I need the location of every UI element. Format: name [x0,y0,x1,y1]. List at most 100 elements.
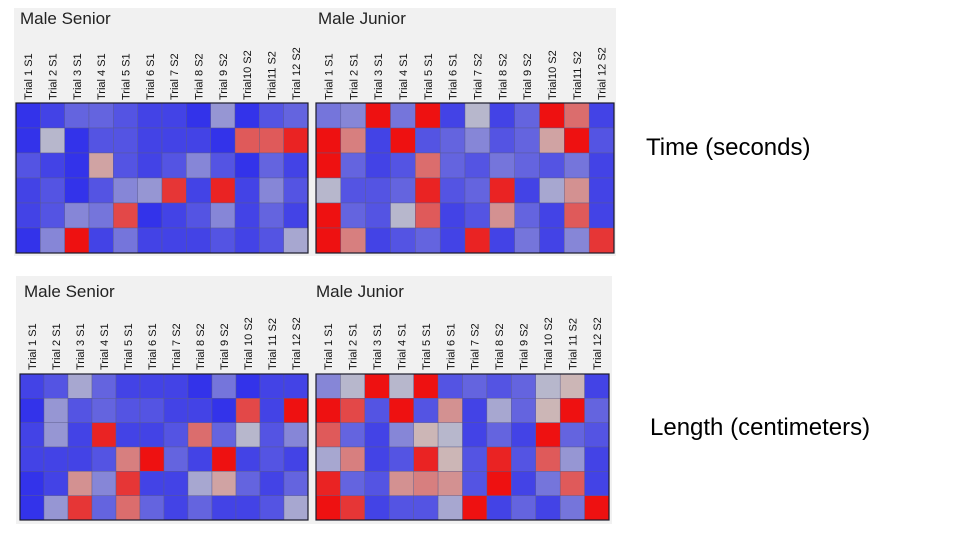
heatmap-cell [539,127,565,154]
heatmap-cell [283,227,309,254]
panel-title-junior: Male Junior [316,282,404,301]
heatmap-cell [514,177,540,204]
heatmap-cell [437,422,463,448]
heatmap-cell [64,227,90,254]
heatmap-cell [210,227,236,254]
heatmap-cell [464,177,491,204]
panel-title-junior: Male Junior [318,9,406,28]
heatmap-cell [514,127,540,154]
heatmap-cell [437,471,463,496]
column-label: Trial11 S2 [267,51,279,100]
heatmap-cell [439,102,466,129]
column-label: Trial 1 S1 [323,323,335,370]
column-label: Trial 1 S1 [23,53,35,100]
heatmap-cell [413,495,439,521]
heatmap-cell [588,202,615,229]
heatmap-cell [340,177,366,204]
heatmap-cell [315,152,342,179]
heatmap-cell [115,471,141,496]
heatmap-cell [365,177,391,204]
heatmap-cell [340,127,366,154]
heatmap-cell [186,177,211,204]
heatmap-cell [163,373,189,399]
heatmap-cell [437,373,463,399]
heatmap-cell [413,446,439,472]
column-label: Trial 8 S2 [497,53,509,100]
heatmap-cell [559,373,585,399]
heatmap-cell [211,471,237,496]
heatmap-cell [259,422,285,448]
heatmap-cell [437,495,463,521]
heatmap-cell [137,227,163,254]
column-label: Trial 1 S1 [27,323,39,370]
heatmap-cell [283,495,309,521]
heatmap-cell [364,471,390,496]
heatmap-cell [486,446,512,472]
heatmap-cell [91,495,117,521]
heatmap-cell [234,127,260,154]
heatmap-cell [211,446,237,472]
column-label: Trial 5 S1 [421,323,433,370]
column-label: Trial 8 S2 [195,323,207,370]
column-label: Trial 12 S2 [592,317,604,370]
column-label: Trial 8 S2 [494,323,506,370]
heatmap-cell [564,177,590,204]
heatmap-cell [67,495,93,521]
heatmap-cell [115,495,141,521]
heatmap-cell [364,422,390,448]
heatmap-cell [415,177,441,204]
heatmap-cell [413,471,439,496]
heatmap-cell [564,227,590,254]
heatmap-cell [88,127,114,154]
heatmap-cell [535,422,561,448]
heatmap-cell [235,471,261,496]
heatmap-cell [439,202,466,229]
heatmap-cell [511,471,536,496]
heatmap-cell [161,127,187,154]
heatmap-cell [187,471,213,496]
heatmap-cell [91,373,117,399]
heatmap-cell [389,398,414,423]
heatmap-cell [514,152,540,179]
heatmap-cell [259,102,284,129]
heatmap-cell [40,102,65,129]
heatmap-cell [584,422,610,448]
heatmap-cell [462,422,488,448]
heatmap-cell [514,227,540,254]
heatmap-cell [364,373,390,399]
heatmap-cell [462,471,488,496]
heatmap-time: Trial 1 S1 Trial 2 S1 Trial 3 S1 Trial 4 S1… [15,47,615,254]
heatmap-cell [91,398,117,423]
heatmap-cell [283,422,309,448]
column-label: Trial 7 S2 [470,323,482,370]
column-label: Trial 11 S2 [267,318,279,370]
heatmap-cell [259,227,284,254]
heatmap-cell [564,127,590,154]
heatmap-cell [389,373,414,399]
heatmap-cell [40,202,65,229]
heatmap-cell [15,227,41,254]
heatmap-cell [43,422,69,448]
heatmap-cell [210,152,236,179]
heatmap-cell [163,471,189,496]
heatmap-cell [415,227,441,254]
heatmap-cell [389,495,414,521]
heatmap-cell [235,446,261,472]
heatmap-cell [315,446,341,472]
heatmap-border [19,373,309,521]
heatmap-cell [234,202,260,229]
heatmap-cell [413,373,439,399]
heatmap-cell [389,446,414,472]
heatmap-cell [564,102,590,129]
heatmap-cell [19,422,45,448]
column-label: Trial 9 S2 [218,53,230,100]
heatmap-cell [40,127,65,154]
heatmap-cell [511,373,536,399]
heatmap-cell [283,398,309,423]
column-label: Trial 8 S2 [194,53,206,100]
heatmap-cell [340,471,366,496]
heatmap-cell [365,127,391,154]
heatmap-cell [235,495,261,521]
heatmap-cell [413,422,439,448]
heatmap-cell [67,446,93,472]
